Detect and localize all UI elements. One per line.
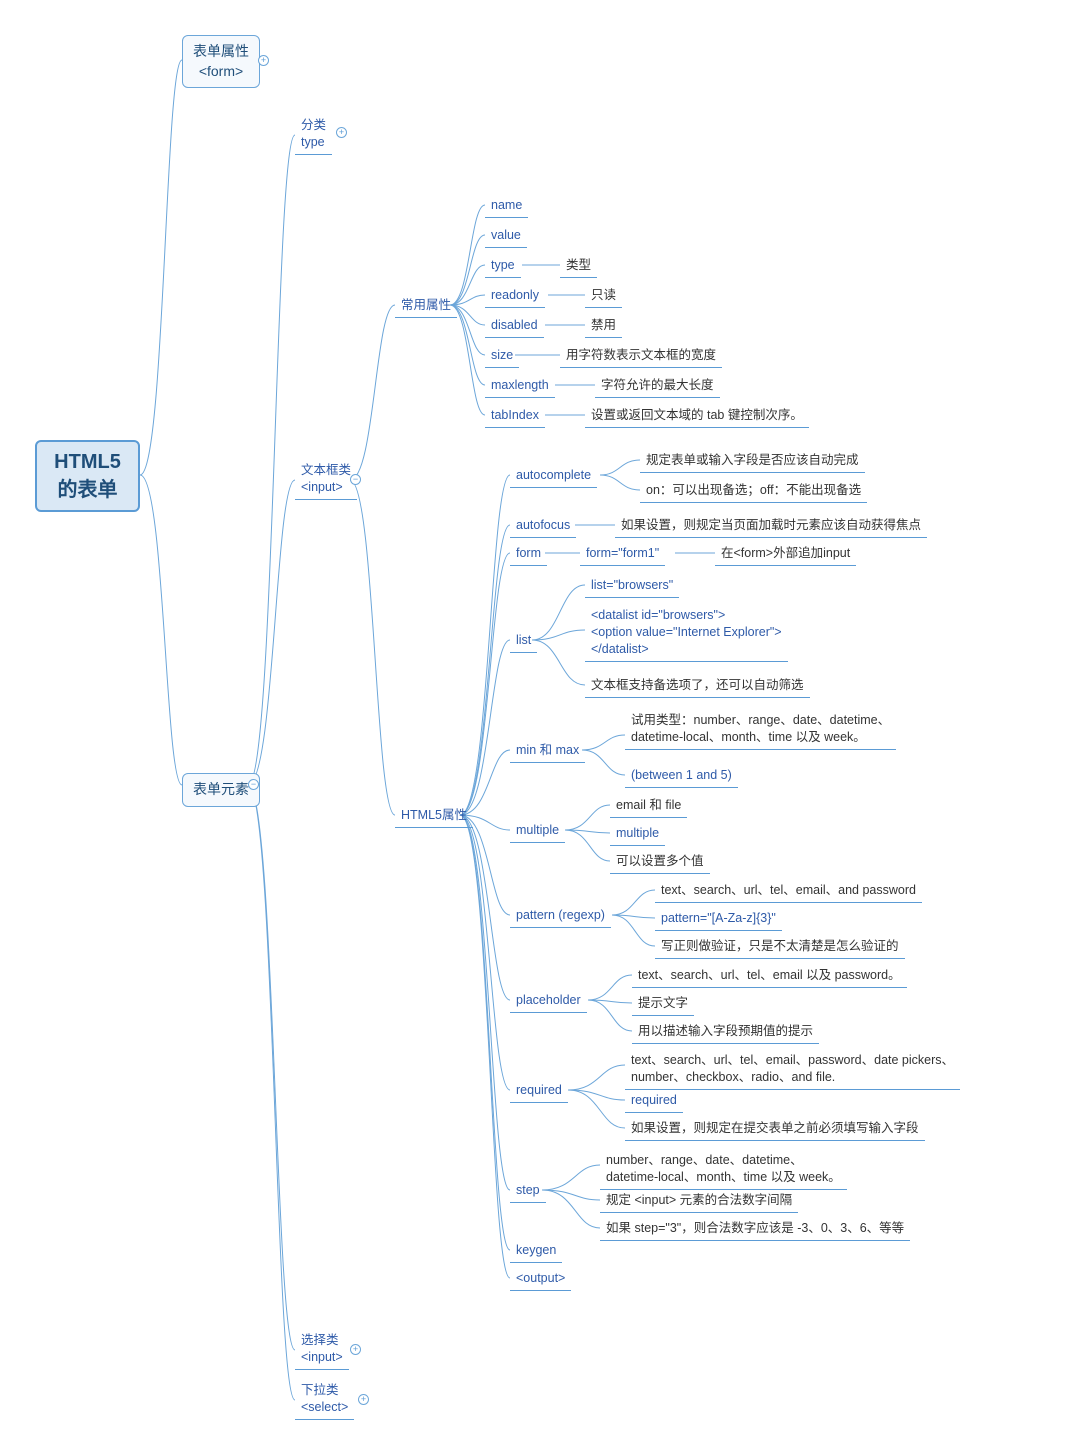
leaf-list-v1: list="browsers"	[585, 575, 679, 598]
leaf-minmax-d1: 试用类型：number、range、date、datetime、 datetim…	[625, 710, 896, 750]
leaf-autofocus-d: 如果设置，则规定当页面加载时元素应该自动获得焦点	[615, 515, 927, 538]
leaf-step-d1: number、range、date、datetime、 datetime-loc…	[600, 1150, 847, 1190]
leaf-step-d2: 规定 <input> 元素的合法数字间隔	[600, 1190, 798, 1213]
leaf-size[interactable]: size	[485, 345, 519, 368]
leaf-output[interactable]: <output>	[510, 1268, 571, 1291]
leaf-placeholder[interactable]: placeholder	[510, 990, 587, 1013]
node-form-elem[interactable]: 表单元素	[182, 773, 260, 807]
collapse-icon[interactable]	[248, 779, 259, 790]
leaf-autocomplete[interactable]: autocomplete	[510, 465, 597, 488]
leaf-disabled[interactable]: disabled	[485, 315, 544, 338]
node-textbox[interactable]: 文本框类 <input>	[295, 460, 357, 500]
leaf-required[interactable]: required	[510, 1080, 568, 1103]
expand-icon[interactable]	[350, 1344, 361, 1355]
leaf-pattern-d3: 写正则做验证，只是不太清楚是怎么验证的	[655, 936, 905, 959]
expand-icon[interactable]	[358, 1394, 369, 1405]
leaf-list-v3: 文本框支持备选项了，还可以自动筛选	[585, 675, 810, 698]
leaf-required-d3: 如果设置，则规定在提交表单之前必须填写输入字段	[625, 1118, 925, 1141]
node-form-attr[interactable]: 表单属性 <form>	[182, 35, 260, 88]
leaf-multiple-d2: multiple	[610, 823, 665, 846]
leaf-type-desc: 类型	[560, 255, 597, 278]
leaf-required-d2: required	[625, 1090, 683, 1113]
leaf-autofocus[interactable]: autofocus	[510, 515, 576, 538]
leaf-tabindex-desc: 设置或返回文本域的 tab 键控制次序。	[585, 405, 809, 428]
root-node: HTML5 的表单	[35, 440, 140, 512]
leaf-form-v: form="form1"	[580, 543, 665, 566]
leaf-keygen[interactable]: keygen	[510, 1240, 562, 1263]
leaf-step-d3: 如果 step="3"，则合法数字应该是 -3、0、3、6、等等	[600, 1218, 910, 1241]
leaf-multiple[interactable]: multiple	[510, 820, 565, 843]
leaf-type[interactable]: type	[485, 255, 521, 278]
leaf-minmax[interactable]: min 和 max	[510, 740, 585, 763]
leaf-pattern-d2: pattern="[A-Za-z]{3}"	[655, 908, 782, 931]
node-type[interactable]: 分类 type	[295, 115, 332, 155]
leaf-form-d: 在<form>外部追加input	[715, 543, 856, 566]
leaf-disabled-desc: 禁用	[585, 315, 622, 338]
node-common-attrs[interactable]: 常用属性	[395, 295, 457, 318]
leaf-minmax-d2: (between 1 and 5)	[625, 765, 738, 788]
collapse-icon[interactable]	[350, 474, 361, 485]
leaf-placeholder-d1: text、search、url、tel、email 以及 password。	[632, 965, 907, 988]
leaf-step[interactable]: step	[510, 1180, 546, 1203]
leaf-maxlength[interactable]: maxlength	[485, 375, 555, 398]
leaf-form[interactable]: form	[510, 543, 547, 566]
leaf-pattern-d1: text、search、url、tel、email、and password	[655, 880, 922, 903]
node-select-input[interactable]: 选择类 <input>	[295, 1330, 349, 1370]
leaf-multiple-d3: 可以设置多个值	[610, 851, 710, 874]
leaf-required-d1: text、search、url、tel、email、password、date …	[625, 1050, 960, 1090]
node-html5-attrs[interactable]: HTML5属性	[395, 805, 473, 828]
leaf-list-v2: <datalist id="browsers"> <option value="…	[585, 605, 788, 662]
leaf-placeholder-d3: 用以描述输入字段预期值的提示	[632, 1021, 819, 1044]
leaf-maxlength-desc: 字符允许的最大长度	[595, 375, 720, 398]
expand-icon[interactable]	[258, 55, 269, 66]
leaf-placeholder-d2: 提示文字	[632, 993, 694, 1016]
leaf-pattern[interactable]: pattern (regexp)	[510, 905, 611, 928]
leaf-size-desc: 用字符数表示文本框的宽度	[560, 345, 722, 368]
connector-layer	[0, 0, 1080, 1445]
expand-icon[interactable]	[336, 127, 347, 138]
leaf-autocomplete-d2: on：可以出现备选；off：不能出现备选	[640, 480, 867, 503]
leaf-readonly-desc: 只读	[585, 285, 622, 308]
leaf-tabindex[interactable]: tabIndex	[485, 405, 545, 428]
leaf-readonly[interactable]: readonly	[485, 285, 545, 308]
leaf-name[interactable]: name	[485, 195, 528, 218]
leaf-list[interactable]: list	[510, 630, 537, 653]
leaf-multiple-d1: email 和 file	[610, 795, 687, 818]
leaf-value[interactable]: value	[485, 225, 527, 248]
node-select-dropdown[interactable]: 下拉类 <select>	[295, 1380, 354, 1420]
leaf-autocomplete-d1: 规定表单或输入字段是否应该自动完成	[640, 450, 865, 473]
